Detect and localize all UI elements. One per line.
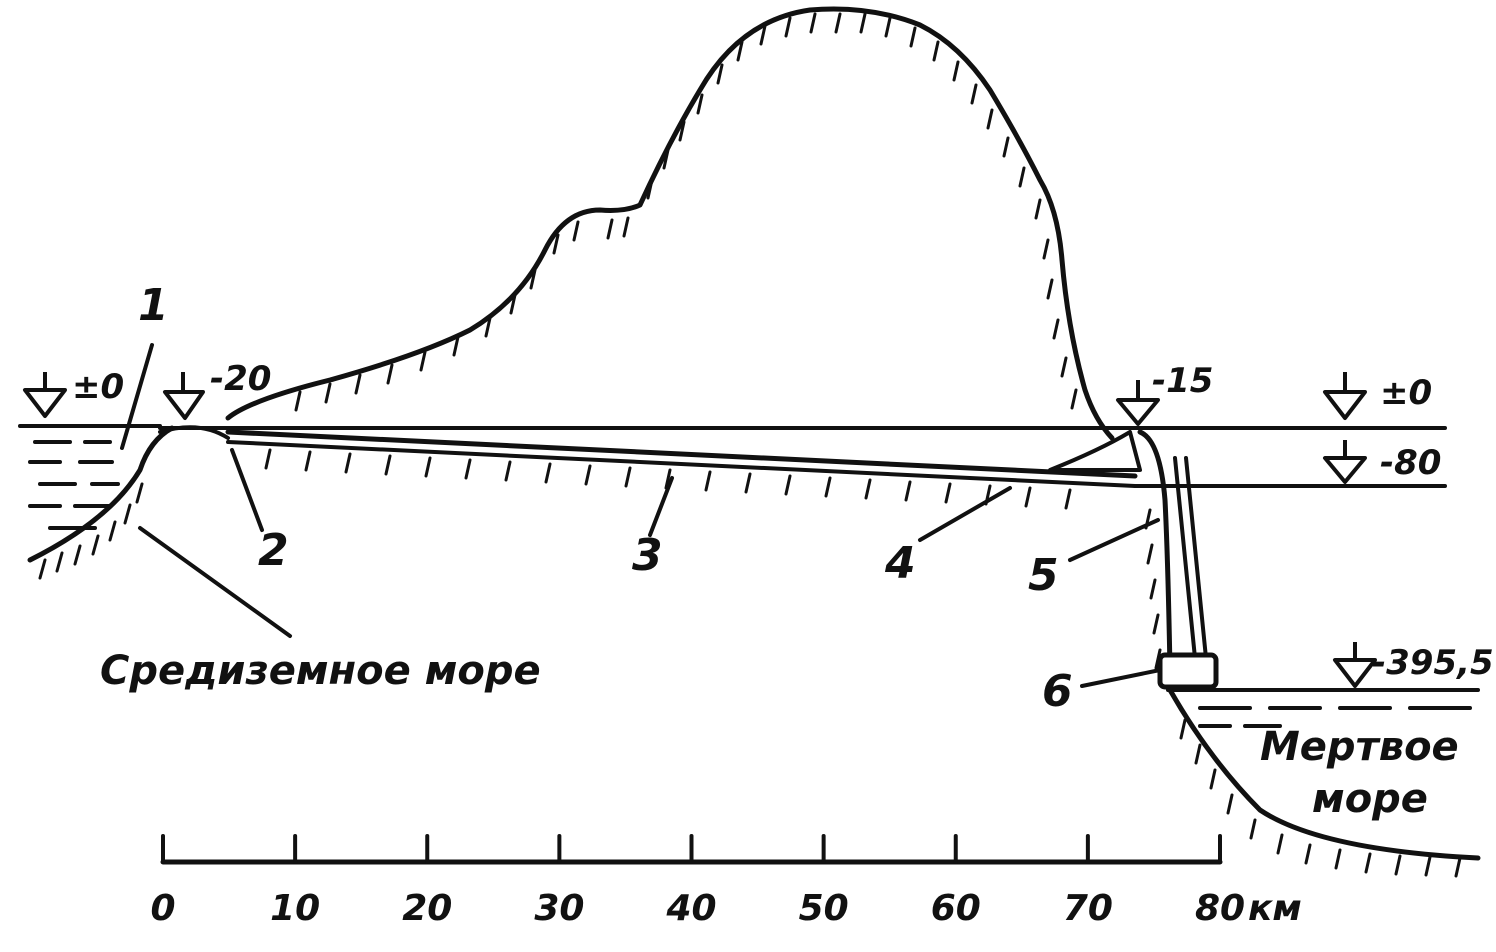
leader-lines bbox=[120, 343, 1162, 688]
scale-tick-label: 80 bbox=[1195, 888, 1245, 929]
scale-tick-label: 40 bbox=[665, 888, 716, 929]
level-label-med: ±0 bbox=[72, 367, 124, 407]
marker-4: 4 bbox=[884, 538, 916, 589]
level-markers bbox=[23, 372, 1377, 688]
scale-bar: 0 10 20 30 40 50 60 70 80 км bbox=[150, 834, 1302, 929]
level-triangle-med bbox=[23, 372, 67, 418]
level-label-dead-sea: -395,5 bbox=[1372, 643, 1494, 683]
level-triangle-right-zero bbox=[1323, 372, 1367, 420]
mountain-profile bbox=[225, 6, 1115, 441]
marker-3: 3 bbox=[632, 530, 663, 581]
power-station-box bbox=[1157, 652, 1219, 690]
mediterranean-label: Средиземное море bbox=[100, 648, 541, 694]
level-triangle-inlet bbox=[163, 372, 205, 420]
level-label-inlet: -20 bbox=[210, 359, 271, 399]
scale-tick-label: 0 bbox=[150, 888, 175, 929]
level-triangle-dead-sea bbox=[1333, 642, 1377, 688]
tunnel-profile bbox=[158, 425, 1447, 510]
scale-unit: км bbox=[1248, 888, 1302, 929]
level-label-right-80: -80 bbox=[1380, 443, 1441, 483]
dead-sea-label-line1: Мертвое bbox=[1260, 724, 1459, 770]
marker-1: 1 bbox=[138, 280, 169, 331]
mediterranean-sea bbox=[18, 424, 175, 580]
scale-tick-label: 60 bbox=[931, 888, 981, 929]
scale-tick-label: 20 bbox=[402, 888, 452, 929]
level-triangle-outlet bbox=[1116, 380, 1160, 426]
scale-tick-label: 50 bbox=[799, 888, 849, 929]
scale-tick-label: 30 bbox=[534, 888, 584, 929]
scale-tick-label: 70 bbox=[1063, 888, 1113, 929]
level-label-right-zero: ±0 bbox=[1380, 373, 1432, 413]
marker-2: 2 bbox=[258, 525, 289, 576]
level-label-outlet: -15 bbox=[1152, 361, 1213, 401]
level-triangle-right-80 bbox=[1323, 440, 1367, 484]
marker-5: 5 bbox=[1028, 550, 1059, 601]
dead-sea-label-line2: море bbox=[1312, 776, 1428, 822]
marker-6: 6 bbox=[1042, 666, 1073, 717]
scale-tick-label: 10 bbox=[270, 888, 320, 929]
